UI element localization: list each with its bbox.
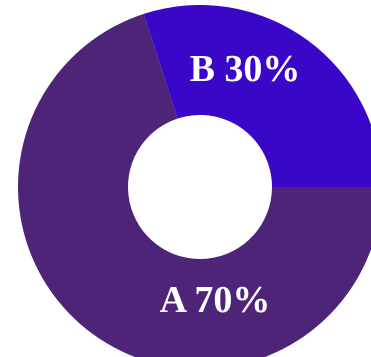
slice-category: B <box>190 48 215 90</box>
slice-value: 30% <box>224 48 300 90</box>
donut-slice <box>143 5 371 187</box>
slice-category: A <box>160 279 188 321</box>
donut-slice <box>18 13 371 357</box>
slice-label: A 70% <box>160 279 271 321</box>
slice-label: B 30% <box>190 48 301 90</box>
slice-value: 70% <box>194 279 270 321</box>
